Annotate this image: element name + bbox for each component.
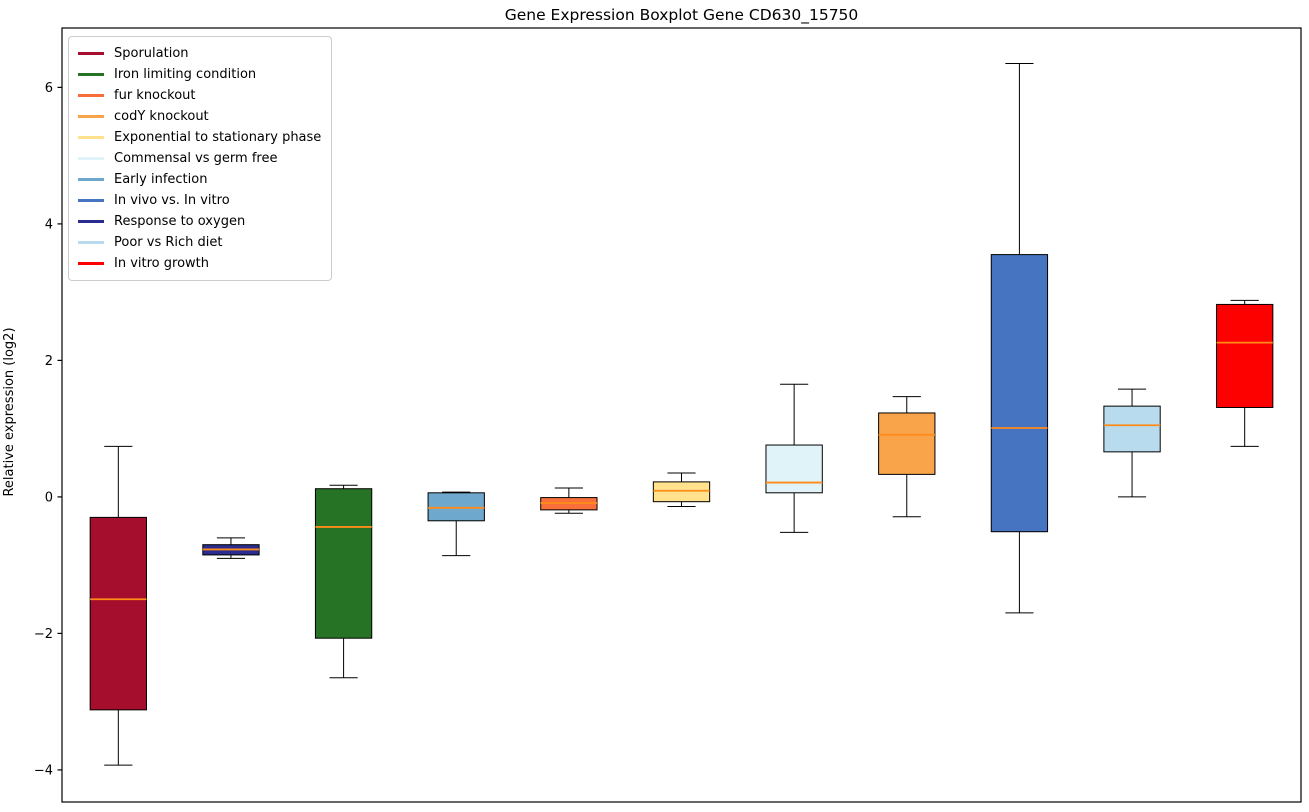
legend-label: Poor vs Rich diet: [114, 235, 223, 250]
y-tick-label: 4: [45, 217, 53, 232]
legend-item-commensal-vs-germ-free: Commensal vs germ free: [78, 148, 321, 169]
legend-item-in-vitro-growth: In vitro growth: [78, 253, 321, 274]
box-cody-knockout: [878, 412, 936, 475]
legend-label: In vitro growth: [114, 256, 209, 271]
box-poor-vs-rich-diet: [1103, 405, 1161, 453]
legend-swatch-early-infection: [78, 178, 104, 181]
legend-label: Iron limiting condition: [114, 67, 257, 82]
box-in-vivo-vs-in-vitro: [990, 254, 1049, 533]
legend-label: In vivo vs. In vitro: [114, 193, 230, 208]
legend-label: Commensal vs germ free: [114, 151, 278, 166]
legend-swatch-iron-limiting-condition: [78, 73, 104, 76]
legend-swatch-fur-knockout: [78, 94, 104, 97]
legend-swatch-exponential-to-stationary-phase: [78, 136, 104, 139]
legend-item-cody-knockout: codY knockout: [78, 106, 321, 127]
y-tick-label: −4: [34, 763, 53, 778]
legend-swatch-response-to-oxygen: [78, 220, 104, 223]
legend-item-sporulation: Sporulation: [78, 43, 321, 64]
legend-item-fur-knockout: fur knockout: [78, 85, 321, 106]
legend-swatch-cody-knockout: [78, 115, 104, 118]
legend-swatch-poor-vs-rich-diet: [78, 241, 104, 244]
box-in-vitro-growth: [1216, 303, 1274, 408]
legend-label: fur knockout: [114, 88, 196, 103]
legend-label: Response to oxygen: [114, 214, 246, 229]
box-commensal-vs-germ-free: [765, 444, 823, 494]
legend-swatch-commensal-vs-germ-free: [78, 157, 104, 160]
legend-swatch-in-vivo-vs-in-vitro: [78, 199, 104, 202]
legend-label: Sporulation: [114, 46, 189, 61]
y-tick-label: 6: [45, 81, 53, 96]
y-tick-label: 0: [45, 490, 53, 505]
box-sporulation: [89, 516, 147, 711]
plot-frame: [61, 27, 1302, 803]
box-early-infection: [427, 492, 485, 522]
box-iron-limiting-condition: [314, 488, 373, 639]
legend-item-in-vivo-vs-in-vitro: In vivo vs. In vitro: [78, 190, 321, 211]
legend-label: Exponential to stationary phase: [114, 130, 322, 145]
legend-item-poor-vs-rich-diet: Poor vs Rich diet: [78, 232, 321, 253]
box-exponential-to-stationary-phase: [652, 481, 711, 503]
legend-item-exponential-to-stationary-phase: Exponential to stationary phase: [78, 127, 321, 148]
y-tick-label: 2: [45, 354, 53, 369]
legend-item-early-infection: Early infection: [78, 169, 321, 190]
y-tick-label: −2: [34, 627, 53, 642]
legend-item-iron-limiting-condition: Iron limiting condition: [78, 64, 321, 85]
legend-label: Early infection: [114, 172, 208, 187]
chart-title: Gene Expression Boxplot Gene CD630_15750: [504, 6, 859, 24]
legend-swatch-sporulation: [78, 52, 104, 55]
legend: Sporulation Iron limiting condition fur kn…: [68, 36, 333, 281]
legend-swatch-in-vitro-growth: [78, 262, 104, 265]
legend-item-response-to-oxygen: Response to oxygen: [78, 211, 321, 232]
legend-label: codY knockout: [114, 109, 209, 124]
